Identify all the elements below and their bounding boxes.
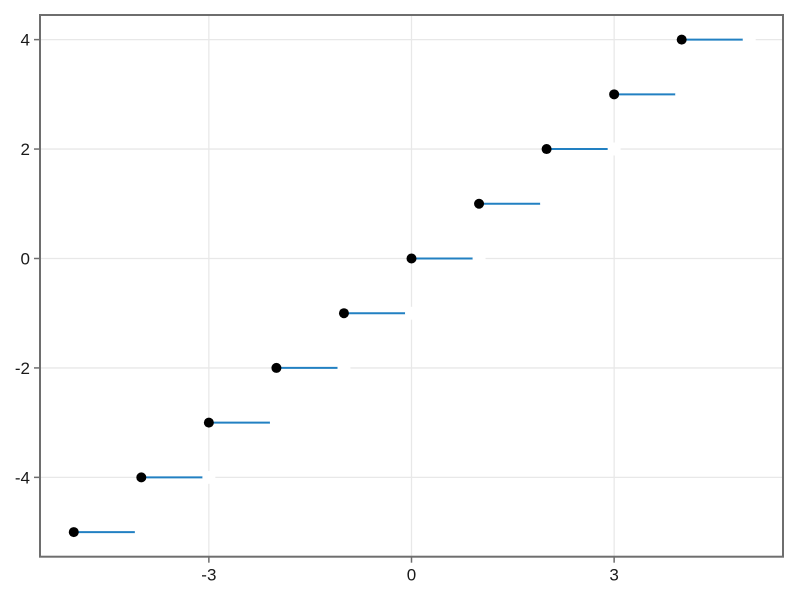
open-endpoint-marker [472, 251, 486, 265]
closed-endpoint-marker [338, 308, 349, 319]
x-tick-label: -3 [201, 566, 216, 585]
closed-endpoint-marker [541, 144, 552, 155]
closed-endpoint-marker [271, 362, 282, 373]
closed-endpoint-marker [406, 253, 417, 264]
closed-endpoint-marker [136, 472, 147, 483]
y-tick-label: -2 [15, 359, 30, 378]
open-endpoint-marker [269, 416, 283, 430]
open-endpoint-marker [742, 33, 756, 47]
y-tick-label: 2 [21, 140, 30, 159]
open-endpoint-marker [675, 87, 689, 101]
y-tick-label: 0 [21, 249, 30, 268]
open-endpoint-marker [202, 470, 216, 484]
open-endpoint-marker [134, 525, 148, 539]
closed-endpoint-marker [474, 198, 485, 209]
open-endpoint-marker [540, 197, 554, 211]
closed-endpoint-marker [203, 417, 214, 428]
plot-frame [39, 14, 784, 558]
open-endpoint-marker [607, 142, 621, 156]
closed-endpoint-marker [609, 89, 620, 100]
y-tick-label: -4 [15, 468, 30, 487]
x-tick-label: 3 [609, 566, 618, 585]
x-tick-label: 0 [407, 566, 416, 585]
y-tick-label: 4 [21, 31, 30, 50]
closed-endpoint-marker [676, 34, 687, 45]
closed-endpoint-marker [68, 527, 79, 538]
open-endpoint-marker [405, 306, 418, 320]
open-endpoint-marker [337, 361, 351, 375]
